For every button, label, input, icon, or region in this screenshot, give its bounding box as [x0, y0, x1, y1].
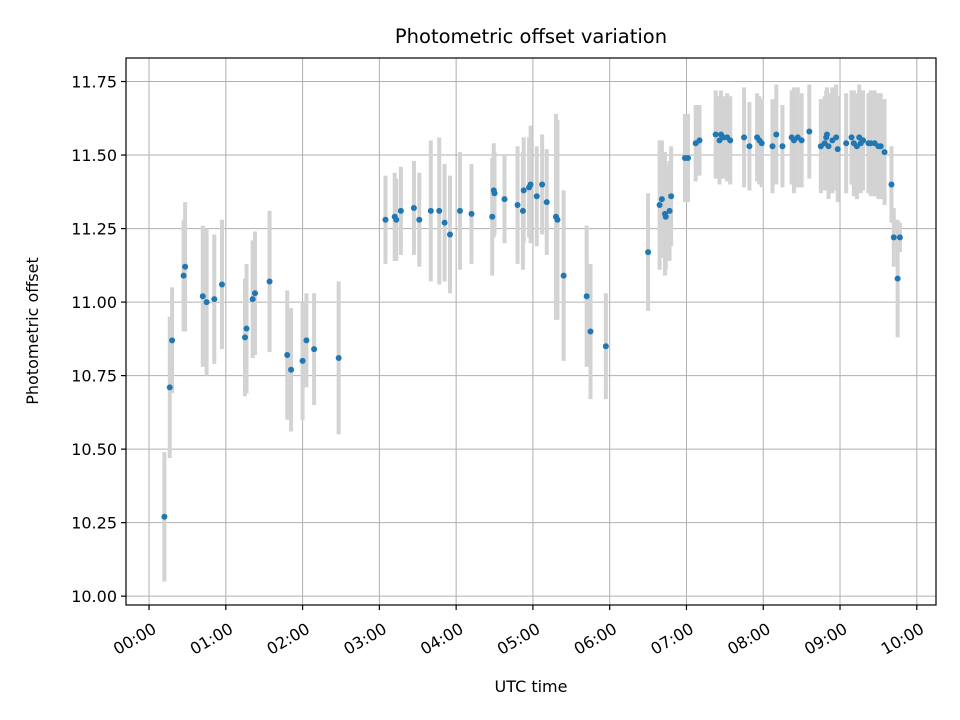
plot-frame: [125, 57, 937, 606]
data-point-25: [416, 216, 423, 223]
data-point-5: [199, 293, 206, 300]
data-point-22: [393, 216, 400, 223]
y-axis: 10.00 10.25 10.50 10.75 11.00 11.25 11.50 11.75: [71, 73, 126, 606]
data-point-88: [843, 140, 850, 147]
data-point-16: [299, 357, 306, 364]
data-point-1: [166, 384, 173, 391]
data-point-41: [533, 193, 540, 200]
data-point-3: [180, 272, 187, 279]
data-point-18: [311, 346, 318, 353]
data-point-38: [520, 187, 527, 194]
y-tick-label-7: 11.75: [71, 73, 117, 92]
data-point-26: [427, 207, 434, 214]
data-point-52: [658, 196, 665, 203]
data-point-29: [447, 231, 453, 238]
y-tick-label-6: 11.50: [71, 146, 117, 165]
data-point-84: [825, 143, 832, 150]
data-point-55: [666, 207, 673, 214]
data-point-72: [769, 143, 776, 150]
data-point-68: [746, 143, 753, 150]
data-point-51: [656, 202, 663, 209]
data-point-94: [860, 137, 867, 144]
data-point-14: [284, 352, 291, 359]
data-point-17: [303, 337, 310, 344]
data-point-32: [489, 213, 496, 220]
data-point-103: [894, 275, 901, 282]
data-point-86: [833, 134, 840, 141]
data-point-89: [848, 134, 855, 141]
data-point-78: [798, 137, 805, 144]
data-point-27: [436, 207, 443, 214]
data-point-11: [249, 296, 256, 303]
data-point-36: [514, 202, 521, 209]
data-point-9: [242, 334, 249, 341]
data-point-12: [251, 290, 258, 297]
y-tick-label-2: 10.50: [71, 440, 117, 459]
data-point-101: [888, 181, 895, 188]
data-point-37: [519, 207, 526, 214]
data-point-10: [243, 325, 250, 332]
data-point-35: [501, 196, 508, 203]
data-point-79: [806, 128, 813, 135]
y-tick-label-5: 11.25: [71, 220, 117, 239]
data-point-54: [662, 213, 669, 220]
data-point-83: [823, 131, 830, 138]
data-point-47: [583, 293, 590, 300]
data-point-28: [441, 219, 448, 226]
data-point-74: [779, 143, 786, 150]
data-point-50: [645, 249, 652, 256]
data-point-31: [468, 210, 475, 217]
data-point-4: [182, 263, 189, 270]
x-axis-label: UTC time: [495, 677, 568, 696]
chart-title: Photometric offset variation: [395, 25, 667, 48]
data-point-49: [602, 343, 609, 350]
data-point-15: [288, 366, 295, 373]
data-point-58: [685, 154, 692, 161]
data-point-20: [382, 216, 389, 223]
data-point-99: [877, 143, 884, 150]
y-tick-label-3: 10.75: [71, 367, 117, 386]
data-point-73: [773, 131, 780, 138]
data-point-46: [560, 272, 567, 279]
data-point-45: [554, 216, 561, 223]
data-point-0: [161, 513, 168, 520]
data-point-40: [527, 181, 534, 188]
data-point-7: [211, 296, 218, 303]
data-point-66: [727, 137, 734, 144]
data-point-60: [696, 137, 703, 144]
y-tick-label-1: 10.25: [71, 514, 117, 533]
y-tick-label-4: 11.00: [71, 293, 117, 312]
data-point-8: [218, 281, 225, 288]
data-point-104: [896, 234, 903, 241]
data-point-43: [543, 199, 550, 206]
data-points: [161, 128, 903, 520]
data-point-30: [456, 207, 463, 214]
data-point-48: [587, 328, 594, 335]
data-point-61: [712, 131, 719, 138]
data-point-71: [758, 140, 765, 147]
data-point-100: [881, 149, 888, 156]
data-point-42: [539, 181, 546, 188]
data-point-87: [834, 146, 841, 153]
data-point-13: [266, 278, 273, 285]
y-tick-label-0: 10.00: [71, 587, 117, 606]
y-axis-label: Photometric offset: [23, 257, 42, 405]
data-point-19: [335, 354, 342, 361]
data-point-2: [169, 337, 176, 344]
data-point-102: [890, 234, 897, 241]
data-point-56: [668, 193, 675, 200]
data-point-23: [397, 207, 404, 214]
data-point-34: [491, 190, 498, 197]
data-point-6: [203, 299, 210, 306]
data-point-24: [410, 204, 417, 211]
data-point-67: [741, 134, 748, 141]
